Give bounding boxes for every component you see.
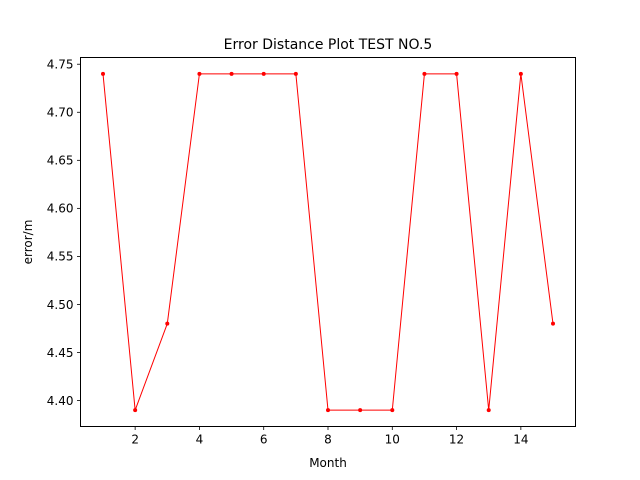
y-tick-label: 4.55: [47, 250, 74, 264]
x-tick-label: 6: [260, 433, 268, 447]
plot-frame: [80, 57, 576, 427]
x-tick-label: 8: [324, 433, 332, 447]
data-point: [197, 71, 202, 76]
chart-title: Error Distance Plot TEST NO.5: [224, 37, 433, 53]
x-tick-label: 14: [513, 433, 528, 447]
y-axis-label: error/m: [21, 220, 35, 265]
data-point: [261, 71, 266, 76]
y-tick-label: 4.70: [47, 106, 74, 120]
data-point: [165, 321, 170, 326]
data-point: [358, 408, 363, 413]
data-point: [101, 71, 105, 76]
y-axis: 4.40 4.45 4.50 4.55 4.60 4.65 4.70 4.75: [47, 58, 81, 408]
data-point: [390, 408, 395, 413]
x-tick-label: 12: [449, 433, 464, 447]
x-tick-label: 4: [196, 433, 204, 447]
x-axis: 2 4 6 8 10 12 14: [131, 426, 528, 447]
y-tick-label: 4.65: [47, 154, 74, 168]
y-tick-label: 4.60: [47, 202, 74, 216]
data-point: [133, 408, 138, 413]
y-tick-label: 4.50: [47, 298, 74, 312]
y-tick-label: 4.45: [47, 346, 74, 360]
data-point: [293, 71, 298, 76]
x-tick-label: 2: [131, 433, 139, 447]
data-point: [486, 408, 491, 413]
data-point: [229, 71, 234, 76]
x-axis-label: Month: [309, 456, 347, 470]
data-point: [551, 321, 555, 326]
y-tick-label: 4.40: [47, 394, 74, 408]
series-layer: [101, 71, 555, 413]
data-point: [454, 71, 459, 76]
data-point: [518, 71, 523, 76]
data-point: [422, 71, 427, 76]
y-tick-label: 4.75: [47, 58, 74, 72]
x-tick-label: 10: [385, 433, 400, 447]
data-point: [326, 408, 330, 413]
